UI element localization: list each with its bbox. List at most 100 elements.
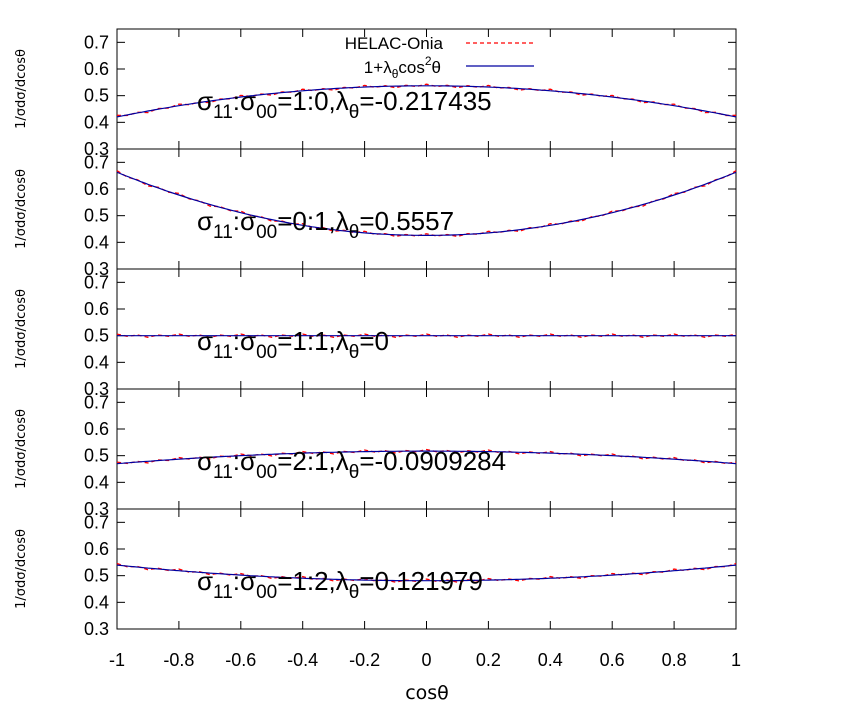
series-helac-onia [116, 333, 737, 338]
panel-annotation: σ11:σ00=1:0,λθ=-0.217435 [197, 86, 492, 123]
y-tick-label: 0.5 [84, 446, 109, 466]
x-tick-label: 1 [731, 650, 741, 670]
x-tick-label: 0.8 [662, 650, 687, 670]
annotation-colon: :σ [233, 206, 256, 236]
chart-panels: 0.30.40.50.60.71/σdσ/dcosθ σ11:σ00=1:0,λθ… [14, 28, 737, 639]
x-tick-label: -0.4 [287, 650, 318, 670]
annotation-val: =0 [359, 326, 389, 356]
legend-fit-part-sup: 2 [425, 54, 432, 68]
y-axis-label: 1/σdσ/dcosθ [14, 169, 29, 249]
y-axis-label: 1/σdσ/dcosθ [14, 529, 29, 609]
y-tick-label: 0.5 [84, 566, 109, 586]
x-axis-label: cosθ [405, 682, 449, 704]
annotation-colon: :σ [233, 566, 256, 596]
annotation-sub1: 11 [213, 582, 233, 603]
y-tick-label: 0.3 [84, 619, 109, 639]
y-axis-label: 1/σdσ/dcosθ [14, 409, 29, 489]
annotation-sub3: θ [349, 222, 360, 243]
series-helac-onia [116, 83, 737, 117]
panel-2: 0.3 0.4 0.5 0.6 0.7 1/σdσ/dcosθ σ11:σ00=0:1,λθ… [14, 148, 737, 279]
y-tick-label: 0.3 [84, 379, 109, 399]
y-tick-label: 0.7 [84, 32, 109, 52]
annotation-lam: λ [336, 446, 349, 476]
y-axis-label: 1/σdσ/dcosθ [14, 49, 29, 129]
annotation-val: =0.121979 [359, 566, 483, 596]
annotation-lam: λ [336, 206, 349, 236]
panel-3: 0.3 0.4 0.5 0.6 0.7 1/σdσ/dcosθ σ11:σ00=1:1,λθ… [14, 268, 737, 399]
annotation-sub3: θ [349, 582, 360, 603]
y-tick-label: 0.6 [84, 299, 109, 319]
legend-fit-part-a: 1+ [364, 58, 383, 77]
annotation-lam: λ [336, 86, 349, 116]
annotation-sub1: 11 [213, 102, 233, 123]
annotation-sub3: θ [349, 462, 360, 483]
annotation-colon: :σ [233, 86, 256, 116]
annotation-ratio: =1:2, [277, 566, 336, 596]
annotation-sub2: 00 [256, 342, 277, 363]
series-helac-onia [116, 562, 737, 583]
y-tick-label: 0.4 [84, 112, 109, 132]
annotation-lam: λ [336, 566, 349, 596]
annotation-sub2: 00 [256, 222, 277, 243]
series-fit-curve [116, 450, 737, 465]
annotation-sub3: θ [349, 342, 360, 363]
panel-annotation: σ11:σ00=1:1,λθ=0 [197, 326, 389, 363]
panel-4: 0.3 0.4 0.5 0.6 0.7 1/σdσ/dcosθ σ11:σ00=2:1,λθ… [14, 388, 737, 519]
x-tick-label: -1 [109, 650, 125, 670]
legend: HELAC-Onia 1+λθcos2θ [345, 34, 534, 81]
x-tick-label: -0.6 [225, 650, 256, 670]
y-tick-label: 0.5 [84, 206, 109, 226]
annotation-sub1: 11 [213, 342, 233, 363]
x-tick-label: 0.6 [600, 650, 625, 670]
y-tick-label: 0.7 [84, 512, 109, 532]
y-tick-label: 0.7 [84, 152, 109, 172]
annotation-s1: σ [197, 86, 213, 116]
annotation-sub3: θ [349, 102, 360, 123]
y-tick-label: 0.4 [84, 352, 109, 372]
panel-1: 0.30.40.50.60.71/σdσ/dcosθ σ11:σ00=1:0,λθ… [14, 28, 737, 159]
y-tick-label: 0.5 [84, 86, 109, 106]
y-tick-label: 0.6 [84, 179, 109, 199]
x-tick-label: 0 [421, 650, 431, 670]
y-tick-label: 0.5 [84, 326, 109, 346]
series-fit-curve [116, 171, 737, 236]
annotation-colon: :σ [233, 446, 256, 476]
annotation-sub2: 00 [256, 102, 277, 123]
annotation-s1: σ [197, 566, 213, 596]
y-tick-label: 0.7 [84, 392, 109, 412]
annotation-ratio: =2:1, [277, 446, 336, 476]
annotation-s1: σ [197, 206, 213, 236]
series-helac-onia [116, 170, 737, 238]
y-tick-label: 0.3 [84, 139, 109, 159]
legend-fit-part-lambda: λ [383, 58, 392, 77]
annotation-sub1: 11 [213, 462, 233, 483]
annotation-lam: λ [336, 326, 349, 356]
x-tick-label: 0.2 [476, 650, 501, 670]
panel-annotation: σ11:σ00=2:1,λθ=-0.0909284 [197, 446, 506, 483]
annotation-ratio: =0:1, [277, 206, 336, 236]
y-tick-label: 0.7 [84, 272, 109, 292]
annotation-val: =0.5557 [359, 206, 454, 236]
legend-fit-part-sub: θ [392, 67, 399, 81]
panel-annotation: σ11:σ00=1:2,λθ=0.121979 [197, 566, 483, 603]
y-tick-label: 0.6 [84, 419, 109, 439]
series-fit-curve [116, 564, 737, 582]
series-helac-onia [116, 448, 737, 465]
x-tick-label: 0.4 [538, 650, 563, 670]
annotation-s1: σ [197, 326, 213, 356]
annotation-sub2: 00 [256, 582, 277, 603]
legend-fit-part-c: θ [432, 58, 441, 77]
annotation-val: =-0.217435 [359, 86, 491, 116]
annotation-val: =-0.0909284 [359, 446, 506, 476]
annotation-sub1: 11 [213, 222, 233, 243]
y-tick-label: 0.4 [84, 232, 109, 252]
legend-fit-part-b: cos [398, 58, 424, 77]
y-tick-label: 0.4 [84, 472, 109, 492]
y-tick-label: 0.6 [84, 59, 109, 79]
legend-label-fit: 1+λθcos2θ [364, 54, 441, 81]
x-axis: -1 -0.8 -0.6 -0.4 -0.2 0 0.2 0.4 0.6 0.8 1 [109, 650, 741, 670]
legend-label-helac: HELAC-Onia [345, 34, 444, 53]
x-tick-label: -0.2 [349, 650, 380, 670]
annotation-sub2: 00 [256, 462, 277, 483]
